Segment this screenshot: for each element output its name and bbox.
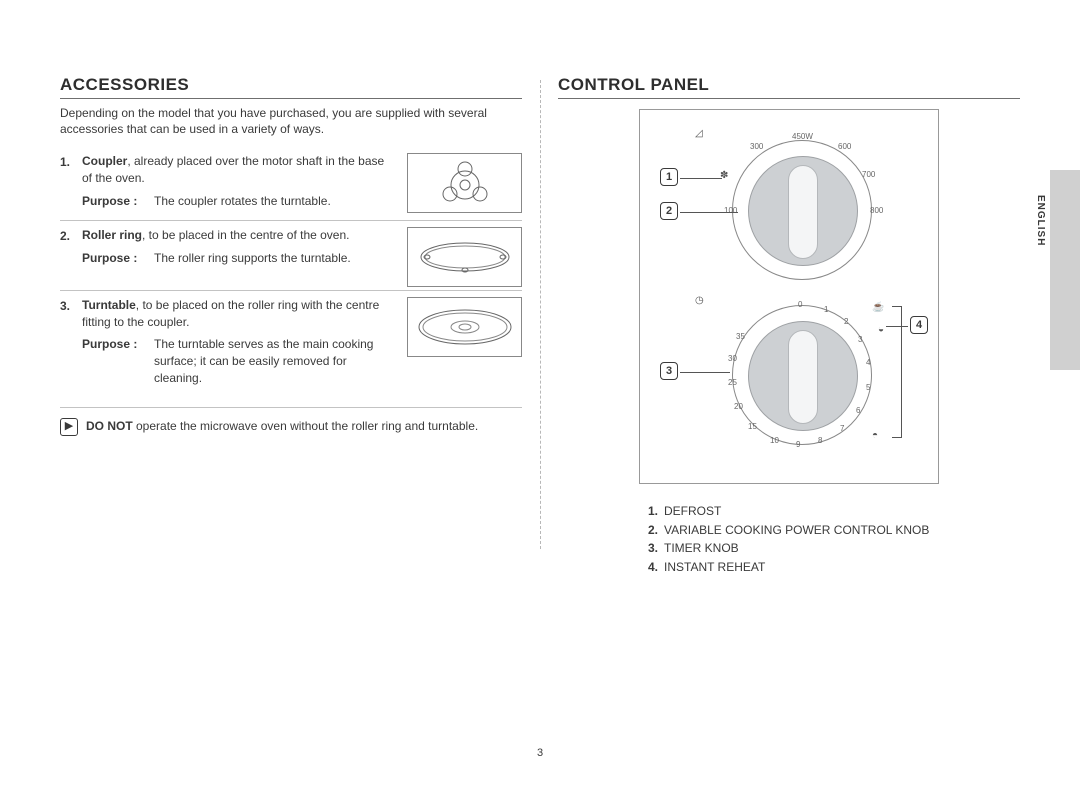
legend-text: VARIABLE COOKING POWER CONTROL KNOB	[664, 523, 929, 537]
dial2-label: 2	[844, 317, 848, 326]
callout-box: 3	[660, 362, 678, 380]
timer-dial-handle	[788, 330, 818, 424]
dial2-label: 5	[866, 383, 870, 392]
dial2-label: 0	[798, 300, 802, 309]
accessory-name: Coupler	[82, 154, 127, 168]
callout-box: 4	[910, 316, 928, 334]
control-panel-legend: 1.DEFROST 2.VARIABLE COOKING POWER CONTR…	[648, 502, 1020, 576]
clock-icon: ◷	[695, 295, 704, 306]
dial1-label: 450W	[792, 132, 813, 141]
dial2-label: 1	[824, 305, 828, 314]
dial2-label: 4	[866, 358, 870, 367]
callout-lead	[680, 212, 738, 213]
accessories-intro: Depending on the model that you have pur…	[60, 105, 522, 137]
accessory-number: 2.	[60, 229, 70, 243]
callout-box: 2	[660, 202, 678, 220]
power-dial-handle	[788, 165, 818, 259]
purpose-label: Purpose :	[82, 250, 154, 267]
reheat-cup-icon: ☕	[872, 302, 884, 313]
reheat-plate-icon: ◒	[878, 324, 884, 335]
dial1-label: 800	[870, 206, 883, 215]
control-panel-column: CONTROL PANEL ◿ 450W 300 600 700 800	[558, 75, 1020, 576]
dial2-label: 25	[728, 378, 737, 387]
dial2-label: 8	[818, 436, 822, 445]
accessory-desc: , to be placed in the centre of the oven…	[142, 228, 349, 242]
dial2-label: 6	[856, 406, 860, 415]
accessory-item: 2. Roller ring, to be placed in the cent…	[60, 220, 522, 290]
purpose-label: Purpose :	[82, 336, 154, 386]
warning-strong: DO NOT	[86, 419, 133, 433]
callout-lead	[680, 372, 730, 373]
manual-page: ENGLISH ACCESSORIES Depending on the mod…	[0, 0, 1080, 789]
defrost-icon: ✽	[720, 170, 728, 181]
accessories-column: ACCESSORIES Depending on the model that …	[60, 75, 522, 576]
dial1-label: 100	[724, 206, 737, 215]
language-tab-label: ENGLISH	[1035, 195, 1046, 246]
dial1-label: 700	[862, 170, 875, 179]
warning-note: ▶ DO NOT operate the microwave oven with…	[60, 407, 522, 436]
accessory-desc: , already placed over the motor shaft in…	[82, 154, 384, 185]
dial2-label: 15	[748, 422, 757, 431]
dial2-label: 10	[770, 436, 779, 445]
accessory-number: 3.	[60, 299, 70, 313]
warning-text: DO NOT operate the microwave oven withou…	[86, 418, 478, 436]
power-dial	[732, 140, 872, 280]
legend-row: 3.TIMER KNOB	[648, 539, 1020, 558]
power-symbol-icon: ◿	[695, 128, 703, 139]
accessory-item: 3. Turntable, to be placed on the roller…	[60, 290, 522, 397]
dial2-label: 3	[858, 335, 862, 344]
purpose-label: Purpose :	[82, 193, 154, 210]
legend-row: 2.VARIABLE COOKING POWER CONTROL KNOB	[648, 521, 1020, 540]
purpose-text: The roller ring supports the turntable.	[154, 250, 392, 267]
legend-row: 1.DEFROST	[648, 502, 1020, 521]
column-separator	[540, 80, 541, 549]
dial1-label: 300	[750, 142, 763, 151]
accessory-name: Roller ring	[82, 228, 142, 242]
roller-ring-illustration	[407, 227, 522, 287]
dial2-label: 9	[796, 440, 800, 449]
purpose-text: The turntable serves as the main cooking…	[154, 336, 392, 386]
legend-text: TIMER KNOB	[664, 541, 739, 555]
accessory-name: Turntable	[82, 298, 136, 312]
dial2-label: 7	[840, 424, 844, 433]
dial2-label: 20	[734, 402, 743, 411]
purpose-text: The coupler rotates the turntable.	[154, 193, 392, 210]
accessory-number: 1.	[60, 155, 70, 169]
callout-lead	[680, 178, 722, 179]
dial2-label: 30	[728, 354, 737, 363]
accessories-heading: ACCESSORIES	[60, 75, 522, 99]
turntable-illustration	[407, 297, 522, 357]
control-panel-heading: CONTROL PANEL	[558, 75, 1020, 99]
legend-text: INSTANT REHEAT	[664, 560, 765, 574]
reheat-bowl-icon: ◓	[872, 430, 878, 441]
power-dial-face	[748, 156, 858, 266]
warning-rest: operate the microwave oven without the r…	[133, 419, 479, 433]
legend-text: DEFROST	[664, 504, 721, 518]
legend-row: 4.INSTANT REHEAT	[648, 558, 1020, 577]
language-tab-bg	[1050, 170, 1080, 370]
accessory-item: 1. Coupler, already placed over the moto…	[60, 147, 522, 219]
dial2-label: 35	[736, 332, 745, 341]
callout-bracket	[892, 306, 902, 438]
callout-box: 1	[660, 168, 678, 186]
timer-dial-face	[748, 321, 858, 431]
coupler-illustration	[407, 153, 522, 213]
page-number: 3	[0, 747, 1080, 759]
caution-icon: ▶	[60, 418, 78, 436]
dial1-label: 600	[838, 142, 851, 151]
control-panel-diagram: ◿ 450W 300 600 700 800 100 ✽ ◷	[639, 109, 939, 484]
